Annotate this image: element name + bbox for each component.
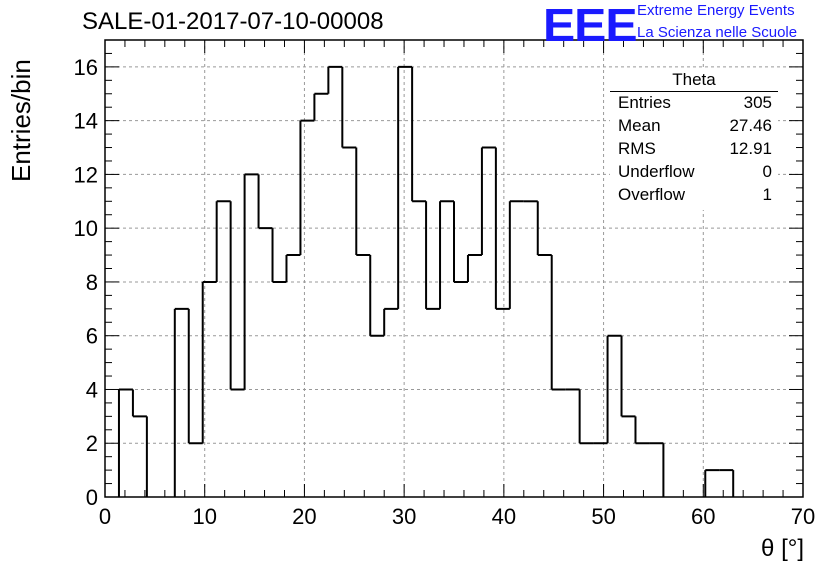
histogram-bin (411, 66, 427, 203)
histogram-bin (704, 469, 720, 497)
histogram-bin (229, 201, 245, 391)
y-tick-label: 0 (86, 485, 98, 510)
histogram-bin (355, 147, 371, 257)
histogram-bin (313, 92, 329, 121)
stats-value: 12.91 (729, 139, 772, 158)
histogram-bin (397, 65, 413, 309)
eee-logo: EEE (543, 0, 638, 51)
histogram-bin (480, 146, 496, 256)
x-tick-label: 60 (691, 504, 715, 529)
stats-label: Underflow (618, 162, 695, 181)
stats-value: 27.46 (729, 116, 772, 135)
y-tick-label: 10 (74, 216, 98, 241)
histogram-bin (271, 228, 287, 283)
y-tick-label: 14 (74, 109, 98, 134)
stats-divider (610, 91, 778, 92)
histogram-bin (341, 66, 357, 149)
y-tick-label: 4 (86, 377, 98, 402)
x-tick-label: 40 (492, 504, 516, 529)
histogram-bin (369, 255, 385, 337)
stats-row-mean: Mean 27.46 (618, 116, 772, 138)
stats-value: 305 (743, 93, 772, 112)
x-tick-label: 30 (392, 504, 416, 529)
stats-row-underflow: Underflow 0 (618, 162, 772, 184)
histogram-bin (425, 201, 441, 310)
histogram-bin (299, 119, 315, 256)
grid-lines (105, 40, 803, 497)
stats-title: Theta (672, 70, 716, 89)
histogram-bin (131, 389, 147, 418)
stats-box: Theta Entries 305 Mean 27.46 RMS 12.91 U… (610, 70, 778, 210)
stats-value: 0 (762, 162, 772, 181)
histogram-bin (550, 255, 566, 391)
x-tick-label: 20 (292, 504, 316, 529)
histogram-bin (383, 307, 399, 336)
stats-label: Overflow (618, 185, 686, 204)
y-tick-label: 12 (74, 162, 98, 187)
x-tick-label: 70 (791, 504, 815, 529)
histogram-bin (466, 254, 482, 282)
histogram-bin (187, 308, 203, 445)
x-axis-label: θ [°] (761, 535, 804, 562)
y-tick-label: 2 (86, 431, 98, 456)
stats-label: Entries (618, 93, 671, 112)
y-tick-label: 6 (86, 324, 98, 349)
histogram-bin (327, 65, 343, 94)
histogram-bin (285, 254, 301, 282)
stats-label: Mean (618, 116, 661, 135)
stats-value: 1 (762, 185, 772, 204)
x-tick-label: 50 (591, 504, 615, 529)
histogram-bin (578, 389, 594, 445)
histogram-bin (453, 201, 468, 283)
histogram-bars (117, 65, 735, 497)
x-tick-label: 0 (99, 504, 111, 529)
stats-row-rms: RMS 12.91 (618, 139, 772, 161)
chart-title: SALE-01-2017-07-10-00008 (82, 8, 384, 35)
logo-line-2: La Scienza nelle Scuole (637, 24, 798, 41)
histogram-bin (243, 173, 259, 390)
histogram-bin (201, 280, 217, 444)
stats-row-overflow: Overflow 1 (618, 185, 772, 207)
histogram-bin (606, 334, 622, 444)
y-tick-label: 8 (86, 270, 98, 295)
histogram-bin (173, 307, 189, 497)
histogram-bin (257, 174, 273, 230)
histogram-bin (536, 201, 552, 257)
histogram-bin (215, 200, 231, 282)
stats-row-entries: Entries 305 (618, 93, 772, 115)
x-tick-label: 10 (192, 504, 216, 529)
histogram-bin (494, 147, 510, 310)
y-tick-label: 16 (74, 55, 98, 80)
histogram-bin (620, 335, 636, 418)
y-axis-label: Entries/bin (6, 59, 36, 182)
histogram-bin (508, 200, 524, 309)
logo-line-1: Extreme Energy Events (637, 2, 795, 19)
histogram-bin (634, 416, 650, 445)
stats-label: RMS (618, 139, 656, 158)
x-axis-ticks: 0 10 20 30 40 50 60 70 (99, 40, 815, 529)
histogram-bin (439, 200, 454, 309)
